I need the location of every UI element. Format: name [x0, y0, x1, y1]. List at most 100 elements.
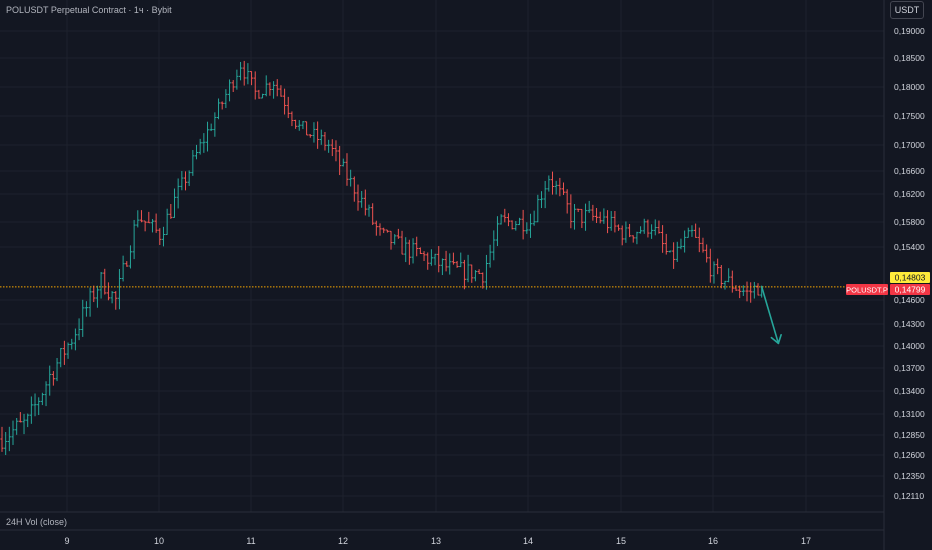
price-tick-label: 0,16600 [894, 166, 925, 176]
symbol-tag-label: POLUSDT.P [846, 286, 888, 295]
projection-arrow-head [777, 333, 782, 345]
ohlc-bar [147, 211, 151, 224]
ohlc-bar [352, 176, 356, 202]
ohlc-bar [649, 224, 654, 239]
ohlc-bar [719, 265, 723, 289]
ohlc-bar [66, 342, 70, 359]
ohlc-bar [249, 71, 254, 86]
ohlc-bar [62, 340, 66, 365]
marker-price-value: 0,14803 [895, 273, 926, 283]
ohlc-bar [657, 220, 661, 234]
ohlc-bar [106, 282, 111, 301]
ohlc-bar [103, 268, 107, 295]
ohlc-bar [587, 200, 591, 213]
ohlc-bar [605, 210, 610, 234]
ohlc-bar [227, 79, 232, 102]
ohlc-bar [374, 220, 378, 236]
ohlc-bar [220, 101, 224, 110]
ohlc-bar [488, 244, 492, 268]
ohlc-bar [4, 432, 8, 456]
ohlc-bar [51, 371, 55, 386]
ohlc-bar [572, 204, 577, 230]
ohlc-bar [668, 250, 672, 253]
ohlc-bar [26, 413, 30, 428]
volume-indicator-label[interactable]: 24H Vol (close) [6, 517, 68, 527]
ohlc-bar [294, 119, 298, 129]
ohlc-bar [323, 131, 327, 151]
ohlc-bar [697, 227, 701, 253]
ohlc-bar [672, 242, 676, 269]
ohlc-bar [341, 158, 345, 167]
ohlc-bar [462, 259, 467, 290]
ohlc-bar [536, 194, 540, 223]
ohlc-bar [407, 239, 411, 265]
ohlc-bar [528, 213, 533, 238]
ohlc-bar [345, 153, 349, 186]
ohlc-bar [286, 96, 290, 119]
price-tick-label: 0,19000 [894, 26, 925, 36]
last-price-tag [890, 284, 930, 295]
price-tick-label: 0,16200 [894, 189, 925, 199]
ohlc-bar [154, 213, 158, 233]
ohlc-bar [224, 89, 228, 109]
ohlc-bar [29, 396, 33, 424]
ohlc-bar [305, 121, 309, 136]
ohlc-bar [282, 88, 287, 115]
ohlc-bar [202, 133, 206, 153]
price-tick-label: 0,18000 [894, 82, 925, 92]
ohlc-bar [473, 270, 478, 282]
ohlc-bar [371, 203, 375, 226]
ohlc-bar [114, 291, 118, 310]
currency-button[interactable]: USDT [890, 1, 924, 19]
ohlc-bar [316, 121, 320, 149]
ohlc-bar [503, 208, 507, 223]
ohlc-bar [253, 71, 257, 100]
projection-arrow[interactable] [760, 285, 782, 345]
ohlc-bar [139, 210, 144, 223]
ohlc-bar [598, 211, 602, 224]
chart-title[interactable]: POLUSDT Perpetual Contract · 1ч · Bybit [6, 5, 172, 15]
ohlc-bar [382, 227, 386, 234]
price-tick-label: 0,13700 [894, 363, 925, 373]
ohlc-bar [301, 121, 305, 130]
ohlc-bar [33, 393, 37, 417]
ohlc-bar [99, 271, 103, 299]
ohlc-bar [569, 194, 573, 229]
ohlc-bar [554, 180, 558, 195]
ohlc-bar [627, 223, 632, 238]
ohlc-bar [198, 138, 202, 155]
ohlc-bar [297, 120, 301, 131]
ohlc-bar [635, 231, 639, 245]
ohlc-bar [143, 220, 147, 232]
ohlc-bar [723, 280, 727, 290]
ohlc-bar [583, 203, 588, 231]
ohlc-bar [165, 208, 169, 236]
price-tick-label: 0,17500 [894, 111, 925, 121]
ohlc-bar [741, 285, 745, 296]
ohlc-bar [238, 61, 243, 81]
ohlc-bar [470, 264, 474, 283]
ohlc-bar [514, 220, 518, 231]
ohlc-series [0, 60, 764, 456]
ohlc-bar [495, 216, 500, 247]
ohlc-bar [547, 175, 551, 192]
ohlc-bar [15, 417, 19, 435]
ohlc-bar [378, 223, 382, 236]
ohlc-bar [242, 60, 246, 86]
ohlc-bar [521, 209, 525, 240]
ohlc-bar [44, 381, 48, 407]
ohlc-bar [360, 191, 364, 208]
ohlc-bar [356, 184, 360, 211]
price-tick-label: 0,17000 [894, 140, 925, 150]
ohlc-bar [734, 285, 738, 291]
ohlc-bar [150, 219, 155, 233]
ohlc-bar [22, 413, 26, 435]
price-axis[interactable]: 0,19000 0,18500 0,18000 0,17500 0,17000 0,166… [894, 26, 925, 501]
ohlc-bar [451, 252, 456, 265]
ohlc-bar [477, 269, 481, 275]
ohlc-bar [158, 228, 162, 245]
ohlc-bar [631, 235, 635, 243]
ohlc-bar [18, 412, 22, 423]
time-axis[interactable]: 9 10 11 12 13 14 15 16 17 [64, 536, 811, 546]
